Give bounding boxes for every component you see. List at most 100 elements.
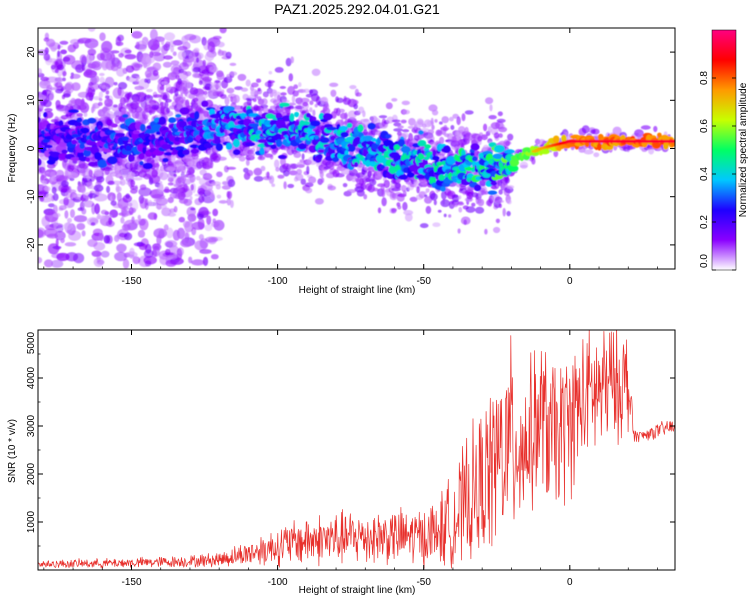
- heatmap-noise-blob: [308, 176, 317, 184]
- heatmap-noise-blob: [464, 126, 469, 135]
- heatmap-noise-blob: [183, 198, 193, 206]
- heatmap-noise-blob: [46, 233, 59, 239]
- heatmap-noise-blob: [71, 82, 81, 91]
- heatmap-ridge-blob: [190, 148, 200, 154]
- heatmap-noise-blob: [305, 187, 313, 194]
- heatmap-noise-blob: [193, 47, 200, 53]
- heatmap-ridge-blob: [418, 130, 424, 135]
- heatmap-noise-blob: [466, 191, 474, 200]
- heatmap-noise-blob: [212, 208, 219, 217]
- heatmap-noise-blob: [51, 186, 57, 194]
- snr-series-line: [38, 330, 675, 569]
- heatmap-ridge-blob: [371, 137, 376, 142]
- heatmap-noise-blob: [506, 185, 515, 189]
- heatmap-noise-blob: [439, 121, 443, 125]
- heatmap-noise-blob: [216, 72, 225, 81]
- heatmap-noise-blob: [233, 94, 240, 104]
- heatmap-noise-blob: [401, 100, 410, 106]
- heatmap-noise-blob: [38, 68, 43, 75]
- heatmap-ridge-blob: [385, 134, 392, 139]
- heatmap-noise-blob: [198, 94, 209, 99]
- heatmap-noise-blob: [257, 155, 266, 161]
- heatmap-ridge-blob: [194, 110, 200, 120]
- heatmap-noise-blob: [55, 104, 64, 110]
- colorbar-tick-label: 0.0: [699, 254, 710, 268]
- heatmap-noise-blob: [87, 192, 98, 199]
- heatmap-noise-blob: [498, 203, 502, 208]
- heatmap-noise-blob: [122, 205, 129, 211]
- heatmap-noise-blob: [103, 235, 111, 244]
- colorbar-tick-label: 0.6: [699, 119, 710, 133]
- heatmap-ridge-blob: [71, 139, 77, 145]
- heatmap-noise-blob: [104, 76, 115, 88]
- heatmap-noise-blob: [402, 190, 407, 197]
- heatmap-noise-blob: [277, 174, 285, 179]
- heatmap-noise-blob: [133, 63, 143, 68]
- heatmap-noise-blob: [431, 109, 439, 116]
- heatmap-noise-blob: [378, 115, 388, 119]
- heatmap-noise-blob: [365, 177, 371, 182]
- heatmap-noise-blob: [139, 184, 147, 191]
- heatmap-noise-blob: [204, 224, 213, 232]
- heatmap-noise-blob: [274, 67, 284, 73]
- heatmap-noise-blob: [93, 184, 104, 192]
- heatmap-noise-blob: [59, 40, 69, 45]
- y-tick-label: -20: [26, 237, 37, 252]
- colorbar-label: Normalized spectral amplitude: [738, 82, 749, 217]
- heatmap-ridge-blob: [253, 124, 258, 133]
- heatmap-noise-blob: [336, 97, 344, 104]
- heatmap-noise-blob: [229, 62, 237, 66]
- heatmap-noise-blob: [172, 51, 177, 56]
- heatmap-ridge-blob: [110, 123, 118, 128]
- heatmap-noise-blob: [118, 52, 124, 58]
- heatmap-ridge-blob: [346, 122, 353, 128]
- heatmap-ridge-blob: [279, 102, 290, 107]
- heatmap-noise-blob: [98, 91, 104, 99]
- heatmap-noise-blob: [181, 35, 189, 44]
- heatmap-noise-blob: [126, 93, 131, 101]
- heatmap-noise-blob: [131, 207, 136, 213]
- heatmap-noise-blob: [62, 56, 71, 62]
- heatmap-noise-blob: [268, 175, 275, 185]
- heatmap-ridge-blob: [44, 144, 53, 149]
- heatmap-noise-blob: [133, 96, 139, 102]
- heatmap-ridge-blob: [68, 109, 79, 114]
- heatmap-ridge-blob: [83, 149, 92, 157]
- heatmap-noise-blob: [53, 221, 57, 229]
- y-tick-label: 4000: [26, 366, 37, 389]
- heatmap-ridge-blob: [97, 125, 102, 131]
- heatmap-noise-blob: [105, 52, 116, 62]
- heatmap-ridge-blob: [139, 161, 144, 166]
- heatmap-noise-blob: [139, 197, 148, 209]
- heatmap-noise-blob: [98, 97, 103, 102]
- heatmap-noise-blob: [279, 86, 286, 89]
- heatmap-noise-blob: [92, 104, 96, 112]
- y-tick-label: 3000: [26, 414, 37, 437]
- heatmap-ridge-blob: [215, 143, 223, 152]
- heatmap-noise-blob: [458, 195, 462, 200]
- heatmap-ridge-blob: [158, 116, 167, 125]
- heatmap-noise-blob: [87, 48, 97, 56]
- heatmap-noise-blob: [124, 232, 133, 241]
- heatmap-noise-blob: [185, 99, 190, 107]
- heatmap-noise-blob: [389, 193, 398, 201]
- heatmap-ridge-blob: [487, 190, 498, 195]
- heatmap-ridge-blob: [93, 161, 100, 167]
- heatmap-noise-blob: [60, 237, 65, 244]
- heatmap-ridge-blob: [490, 181, 498, 186]
- heatmap-noise-blob: [171, 154, 176, 164]
- heatmap-noise-blob: [152, 40, 158, 47]
- heatmap-ridge-blob: [466, 166, 473, 171]
- heatmap-ridge-blob: [456, 179, 462, 184]
- heatmap-noise-blob: [130, 167, 136, 172]
- heatmap-noise-blob: [416, 186, 420, 194]
- heatmap-ridge-blob: [43, 111, 48, 118]
- heatmap-noise-blob: [67, 44, 77, 53]
- heatmap-noise-blob: [430, 117, 434, 126]
- heatmap-noise-blob: [216, 194, 222, 199]
- heatmap-noise-blob: [53, 212, 61, 218]
- heatmap-noise-blob: [186, 81, 192, 89]
- heatmap-noise-blob: [498, 189, 503, 195]
- heatmap-noise-blob: [281, 99, 290, 103]
- heatmap-noise-blob: [91, 202, 96, 215]
